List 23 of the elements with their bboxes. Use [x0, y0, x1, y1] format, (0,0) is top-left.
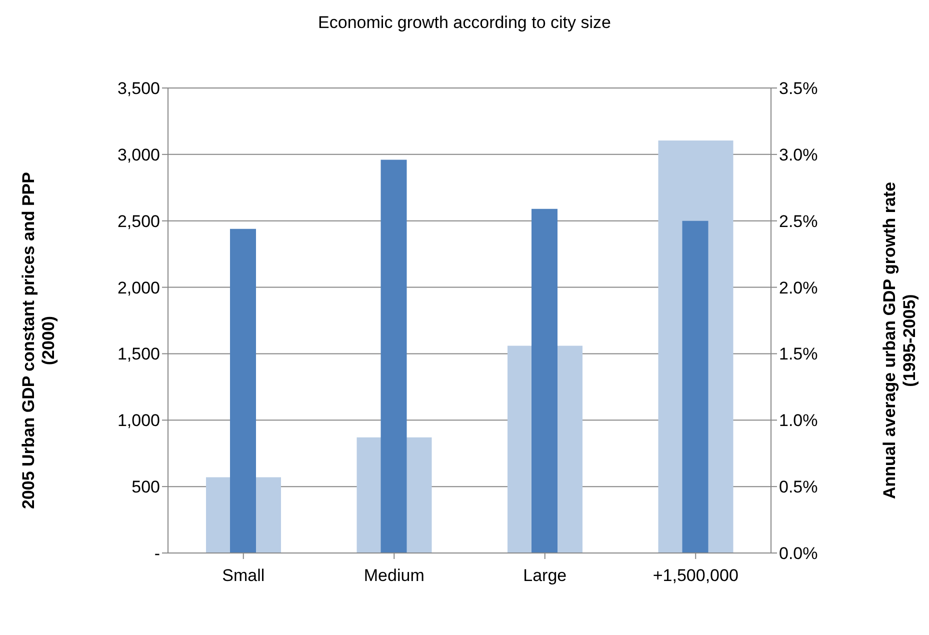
- y2-tick-label: 0.5%: [779, 478, 818, 497]
- chart-title: Economic growth according to city size: [317, 12, 612, 34]
- y-tick-label: 500: [132, 478, 160, 497]
- y-tick-label: 3,000: [117, 145, 160, 164]
- y-tick-label: 2,500: [117, 212, 160, 231]
- y2-axis-title: Annual average urban GDP growth rate (1995-2005): [880, 182, 919, 500]
- x-tick-label: Large: [523, 566, 567, 586]
- x-tick-label: +1,500,000: [652, 566, 738, 586]
- y2-tick-label: 2.5%: [779, 212, 818, 231]
- y-tick-label: -: [154, 544, 160, 564]
- y-tick-label: 1,500: [117, 344, 160, 364]
- y-tick-label: 1,000: [117, 411, 160, 430]
- y-axis-title: 2005 Urban GDP constant prices and PPP (2000): [19, 172, 58, 509]
- x-tick-label: Small: [222, 566, 265, 586]
- y2-tick-label: 1.5%: [779, 344, 818, 364]
- x-tick-label: Medium: [364, 566, 424, 586]
- y2-tick-label: 3.5%: [779, 79, 818, 98]
- y-tick-label: 2,000: [117, 278, 160, 298]
- y2-tick-label: 1.0%: [779, 411, 818, 430]
- y2-tick-label: 3.0%: [779, 145, 818, 164]
- y-tick-label: 3,500: [117, 79, 160, 98]
- y2-tick-label: 2.0%: [779, 278, 818, 298]
- y2-tick-label: 0.0%: [779, 544, 818, 564]
